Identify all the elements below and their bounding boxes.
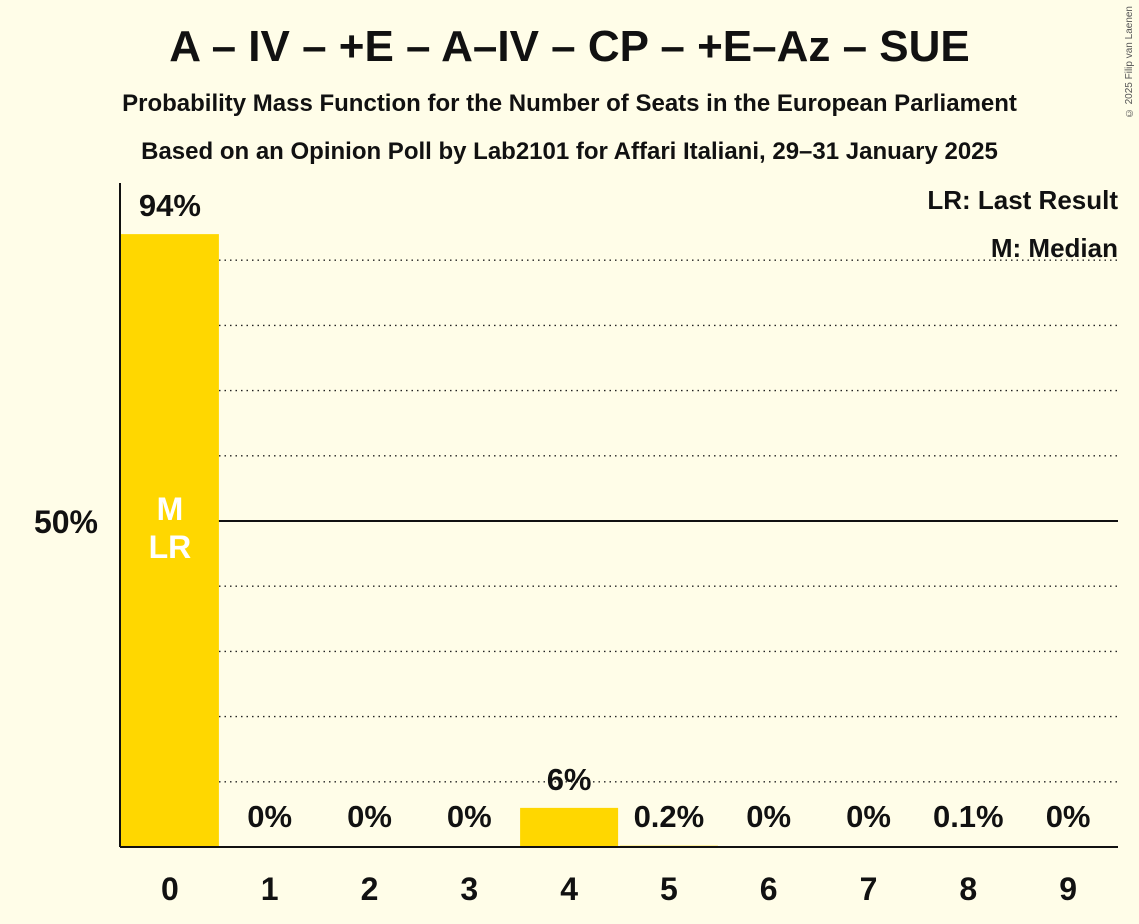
bar-value-label: 0% [1046, 799, 1091, 834]
x-tick-label: 9 [1059, 871, 1077, 907]
bar-value-label: 0% [846, 799, 891, 834]
legend-last-result: LR: Last Result [927, 185, 1118, 215]
bar [520, 807, 619, 847]
x-tick-label: 1 [261, 871, 279, 907]
bar-value-label: 0.1% [933, 799, 1004, 834]
chart-source-line: Based on an Opinion Poll by Lab2101 for … [141, 138, 998, 165]
legend-median: M: Median [991, 233, 1118, 263]
bar-value-label: 6% [547, 762, 592, 797]
x-tick-label: 4 [560, 871, 578, 907]
last-result-marker: LR [149, 529, 192, 565]
bar [120, 234, 219, 847]
bar-value-label: 0.2% [634, 799, 705, 834]
chart-subtitle: Probability Mass Function for the Number… [122, 90, 1017, 117]
chart-title: A – IV – +E – A–IV – CP – +E–Az – SUE [169, 22, 970, 71]
median-marker: M [157, 491, 184, 527]
x-tick-label: 2 [361, 871, 379, 907]
x-tick-label: 8 [959, 871, 977, 907]
x-tick-label: 5 [660, 871, 678, 907]
bar-value-label: 0% [746, 799, 791, 834]
x-tick-label: 3 [460, 871, 478, 907]
bar-value-label: 0% [347, 799, 392, 834]
x-tick-label: 7 [860, 871, 878, 907]
x-tick-label: 6 [760, 871, 778, 907]
bar-value-label: 0% [247, 799, 292, 834]
y-tick-label: 50% [34, 504, 98, 540]
bar-value-label: 94% [139, 188, 201, 223]
bar-value-label: 0% [447, 799, 492, 834]
x-tick-label: 0 [161, 871, 179, 907]
